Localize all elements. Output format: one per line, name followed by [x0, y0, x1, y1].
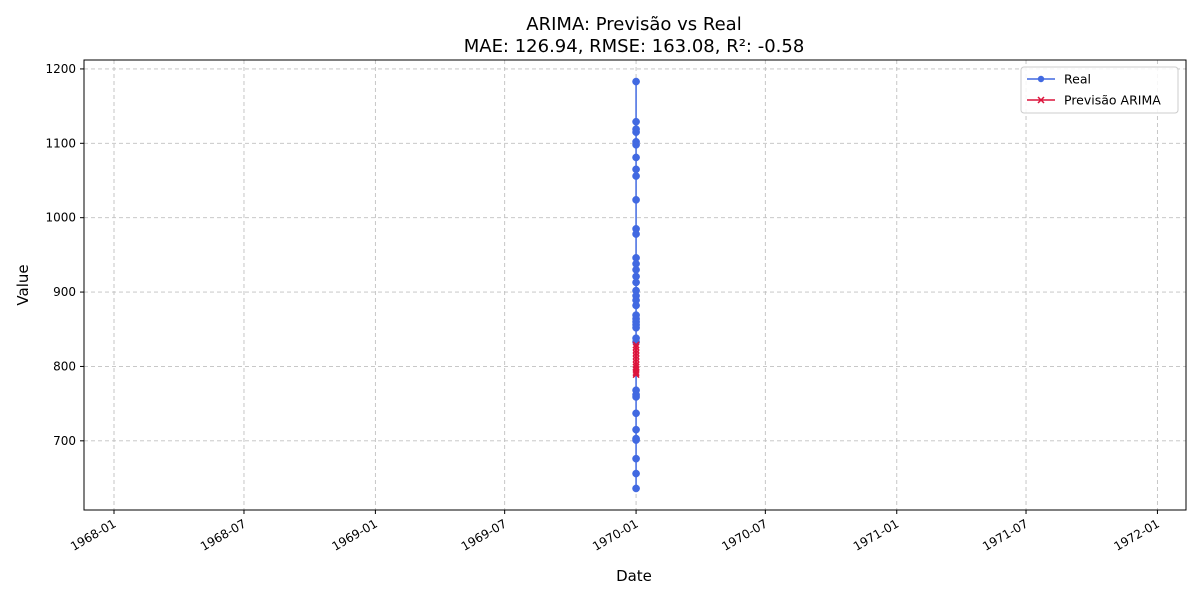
data-point: [632, 436, 640, 444]
legend-item: Previsão ARIMA: [1027, 93, 1161, 108]
data-point: [632, 172, 640, 180]
x-tick-label: 1968-07: [198, 516, 248, 553]
data-point: [632, 165, 640, 174]
data-point: [632, 341, 640, 349]
series-real: [632, 77, 640, 493]
x-tick-label: 1970-01: [590, 516, 640, 553]
data-point: [632, 409, 640, 418]
data-point: [632, 323, 640, 332]
y-tick-label: 1100: [45, 136, 76, 150]
y-axis-label: Value: [14, 264, 32, 305]
legend-label: Real: [1064, 72, 1091, 87]
data-point: [632, 301, 640, 310]
y-tick-label: 1000: [45, 211, 76, 225]
chart-title: ARIMA: Previsão vs Real: [526, 14, 741, 35]
y-tick-label: 800: [53, 359, 76, 373]
plot-series: [632, 77, 640, 493]
x-tick-label: 1972-01: [1112, 516, 1162, 553]
legend-box: [1020, 66, 1179, 114]
x-axis-label: Date: [616, 567, 652, 585]
data-point: [632, 278, 640, 287]
legend-marker: [1037, 75, 1045, 83]
data-point: [632, 230, 640, 238]
data-point: [632, 195, 640, 204]
chart-subtitle: MAE: 126.94, RMSE: 163.08, R²: -0.58: [464, 36, 805, 57]
data-point: [632, 265, 640, 274]
data-point: [632, 128, 640, 136]
y-tick-label: 900: [53, 285, 76, 299]
data-point: [632, 77, 640, 86]
y-tick-label: 1200: [45, 62, 76, 76]
data-point: [632, 484, 640, 493]
data-point: [632, 369, 640, 377]
data-point: [632, 425, 640, 434]
data-point: [632, 393, 640, 401]
x-tick-label: 1969-01: [329, 516, 379, 553]
x-tick-label: 1970-07: [719, 516, 769, 553]
y-tick-label: 700: [53, 434, 76, 448]
x-tick-label: 1971-07: [980, 516, 1030, 553]
data-point: [632, 469, 640, 478]
data-point: [632, 454, 640, 463]
x-tick-label: 1971-01: [851, 516, 901, 553]
x-tick-label: 1968-01: [68, 516, 118, 553]
plot-frame: [83, 59, 1187, 511]
data-point: [632, 117, 640, 126]
x-tick-label: 1969-07: [459, 516, 509, 553]
legend-marker: [1037, 96, 1045, 104]
data-point: [632, 140, 640, 149]
legend: Real Previsão ARIMA: [1020, 66, 1179, 114]
series-arima-forecast: [632, 341, 640, 379]
legend-label: Previsão ARIMA: [1064, 93, 1161, 108]
legend-item: Real: [1027, 72, 1091, 87]
axis-ticks: 700 800 900 1000 1100 1200 1968-01 1968-07 1969-…: [45, 62, 1161, 554]
data-point: [632, 371, 640, 379]
grid: [84, 60, 1186, 510]
data-point: [632, 153, 640, 162]
